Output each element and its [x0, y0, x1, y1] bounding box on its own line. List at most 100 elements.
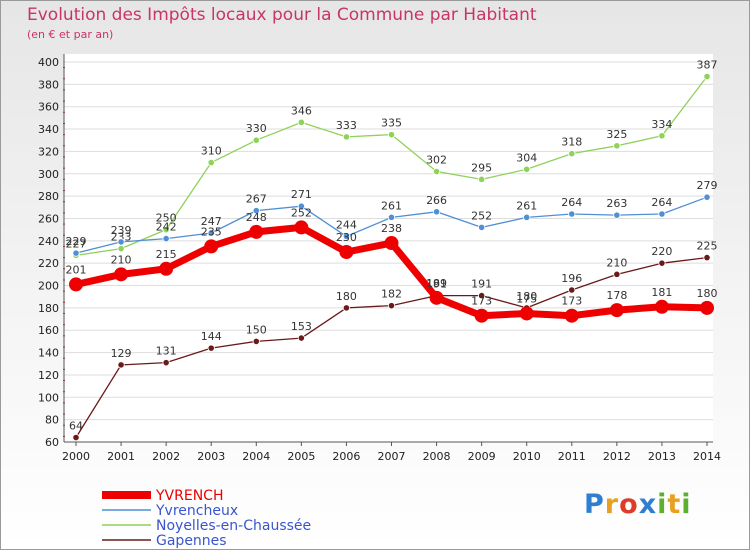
data-label: 264	[651, 196, 672, 209]
data-point	[432, 208, 441, 216]
data-point	[658, 210, 666, 218]
logo-letter: r	[604, 489, 620, 520]
data-label: 181	[651, 286, 672, 299]
data-label: 227	[66, 237, 87, 250]
data-label: 178	[606, 289, 627, 302]
data-label: 64	[69, 420, 83, 433]
chart-title: Evolution des Impôts locaux pour la Comm…	[27, 5, 537, 25]
data-point	[117, 361, 125, 369]
data-point	[658, 132, 666, 140]
y-tick-label: 320	[38, 145, 59, 158]
x-tick-label: 2001	[107, 450, 135, 463]
data-point	[117, 238, 125, 246]
legend-label: Noyelles-en-Chaussée	[156, 518, 311, 534]
legend-label: Yvrencheux	[155, 503, 238, 519]
x-axis: 2000 2001 2002 2003 2004 2005 2006 2007 2008 2009…	[62, 441, 721, 463]
data-label: 252	[291, 206, 312, 219]
data-point	[478, 175, 486, 183]
data-label: 304	[516, 151, 537, 164]
data-label: 325	[606, 128, 627, 141]
data-label: 387	[697, 59, 718, 72]
legend-label: Gapennes	[156, 533, 227, 549]
data-point	[297, 118, 305, 126]
data-label: 330	[246, 122, 267, 135]
x-tick-label: 2007	[378, 450, 406, 463]
data-point	[523, 213, 531, 221]
data-label: 189	[426, 277, 447, 290]
data-label: 150	[246, 323, 267, 336]
data-point	[69, 277, 83, 292]
data-point	[252, 207, 260, 215]
data-point	[568, 150, 576, 158]
data-label: 261	[516, 199, 537, 212]
data-label: 220	[651, 245, 672, 258]
data-point	[703, 193, 711, 201]
y-tick-label: 140	[38, 347, 59, 360]
x-tick-label: 2002	[152, 450, 180, 463]
data-point	[519, 306, 534, 321]
logo-letter: x	[638, 489, 658, 520]
data-point	[207, 158, 215, 167]
data-point	[568, 286, 576, 294]
logo-letter: i	[657, 489, 668, 520]
data-point	[72, 249, 80, 257]
y-tick-label: 80	[45, 414, 59, 427]
data-label: 230	[336, 231, 357, 244]
x-tick-label: 2008	[423, 450, 451, 463]
data-label: 242	[156, 221, 177, 234]
x-tick-label: 2011	[558, 450, 586, 463]
data-point	[207, 344, 215, 352]
data-label: 238	[381, 222, 402, 235]
data-point	[339, 245, 354, 259]
y-tick-label: 60	[45, 436, 59, 449]
data-point	[342, 133, 351, 141]
data-point	[523, 165, 531, 173]
x-tick-label: 2012	[603, 450, 631, 463]
data-point	[387, 302, 396, 310]
data-point	[609, 303, 624, 318]
y-tick-label: 200	[38, 280, 59, 293]
grid-lines	[64, 61, 713, 443]
data-label: 261	[381, 199, 402, 212]
data-label: 201	[66, 263, 87, 276]
data-point	[568, 210, 576, 218]
x-tick-label: 2003	[197, 450, 225, 463]
data-label: 173	[471, 295, 492, 308]
data-point	[432, 167, 441, 176]
y-tick-label: 380	[38, 78, 59, 91]
data-point	[72, 433, 80, 442]
y-tick-label: 300	[38, 168, 59, 181]
data-point	[162, 234, 170, 243]
legend-label: YVRENCH	[155, 488, 223, 504]
data-label: 235	[201, 225, 222, 238]
data-label: 131	[156, 345, 177, 358]
y-tick-label: 100	[38, 391, 59, 404]
x-tick-label: 2006	[332, 450, 360, 463]
legend: YVRENCHYvrencheuxNoyelles-en-ChausséeGap…	[102, 488, 311, 549]
data-label: 173	[561, 295, 582, 308]
data-point	[613, 270, 621, 278]
x-tick-label: 2000	[62, 450, 90, 463]
data-label: 334	[651, 118, 672, 131]
data-label: 267	[246, 193, 267, 206]
data-point	[114, 267, 129, 282]
data-point	[429, 290, 444, 305]
data-label: 248	[246, 211, 267, 224]
data-point	[162, 226, 170, 234]
data-label: 279	[697, 179, 718, 192]
data-label: 252	[471, 209, 492, 222]
x-tick-label: 2010	[513, 450, 541, 463]
logo-letter: i	[681, 489, 692, 520]
data-point	[654, 299, 669, 314]
y-tick-label: 360	[38, 101, 59, 114]
data-point	[564, 308, 579, 323]
series-yvrench: 201 210 215 235 248 252 230 238 189 173 175 173 178 1…	[66, 206, 718, 323]
data-point	[252, 337, 260, 346]
chart-subtitle: (en € et par an)	[27, 28, 114, 41]
data-label: 346	[291, 104, 312, 117]
data-label: 191	[471, 278, 492, 291]
data-label: 129	[111, 347, 132, 360]
data-label: 144	[201, 330, 222, 343]
